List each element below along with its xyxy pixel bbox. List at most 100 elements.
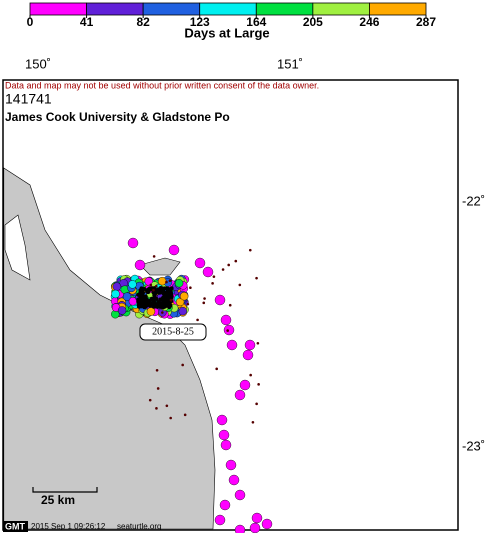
- track-points: [110, 237, 273, 536]
- track-point: [165, 280, 168, 284]
- track-point: [183, 413, 187, 417]
- track-point: [202, 266, 214, 278]
- track-point: [242, 349, 254, 361]
- track-point: [249, 522, 261, 534]
- track-point: [257, 383, 260, 386]
- track-point: [122, 292, 132, 301]
- track-point: [214, 294, 226, 306]
- lat-label: -22˚: [462, 193, 485, 208]
- timestamp: 2015 Sep 1 09:26:12: [31, 522, 106, 531]
- island: [139, 257, 181, 276]
- track-point: [220, 439, 232, 451]
- track-point: [151, 298, 156, 303]
- track-point: [144, 288, 149, 293]
- track-point: [234, 259, 238, 263]
- track-point: [196, 318, 199, 322]
- track-point: [166, 290, 171, 295]
- track-point: [154, 304, 159, 309]
- track-point: [203, 297, 206, 300]
- colorbar-segment: [199, 2, 257, 16]
- track-point: [169, 298, 173, 302]
- track-point: [212, 275, 216, 278]
- track-point: [136, 302, 141, 307]
- colorbar-segment: [86, 2, 144, 16]
- track-point: [211, 282, 214, 285]
- track-point: [234, 524, 246, 536]
- gmt-logo: [3, 521, 28, 532]
- track-point: [181, 363, 184, 367]
- track-point: [144, 297, 149, 302]
- track-point: [136, 292, 141, 297]
- track-point: [139, 292, 144, 297]
- track-point: [174, 279, 184, 288]
- track-point: [228, 303, 232, 307]
- track-point: [155, 407, 158, 410]
- track-point: [189, 286, 192, 289]
- track-point: [111, 289, 120, 299]
- site: seaturtle.org: [117, 522, 161, 531]
- track-point: [249, 373, 252, 377]
- track-point: [219, 499, 231, 511]
- track-point: [255, 276, 258, 280]
- track-point: [156, 288, 161, 293]
- track-point: [244, 339, 256, 351]
- track-point: [128, 280, 137, 289]
- track-point: [251, 420, 255, 424]
- track-point: [256, 341, 260, 345]
- track-point: [152, 255, 156, 258]
- track-point: [234, 489, 246, 501]
- colorbar-tick-label: 41: [80, 15, 94, 29]
- colorbar-tick-label: 123: [190, 15, 210, 29]
- track-point: [134, 259, 146, 271]
- lon-label: 150˚: [25, 56, 51, 71]
- colorbar-tick-label: 0: [27, 15, 34, 29]
- track-point: [218, 429, 230, 441]
- track-point: [179, 292, 189, 301]
- track-point: [216, 414, 228, 426]
- date-label: 2015-8-25: [152, 326, 194, 337]
- tag-id: 141741: [5, 91, 52, 107]
- track-point: [194, 257, 206, 269]
- date-box: [139, 323, 207, 341]
- track-point: [228, 474, 240, 486]
- track-point: [148, 398, 152, 402]
- track-point: [138, 298, 143, 303]
- track-point: [225, 459, 237, 471]
- track-point: [186, 302, 190, 306]
- owner: James Cook University & Gladstone Po: [5, 110, 230, 124]
- track-point: [146, 307, 156, 316]
- track-point: [220, 314, 232, 326]
- track-point: [251, 512, 263, 524]
- track-point: [223, 324, 235, 336]
- track-point: [156, 387, 160, 390]
- notice: Data and map may not be used without pri…: [5, 80, 319, 90]
- colorbar-segment: [255, 2, 314, 16]
- colorbar-segment: [29, 2, 87, 16]
- colorbar: 0 41 82 123 164 205 246 287: [27, 2, 436, 29]
- track-point: [169, 416, 172, 420]
- track-point: [165, 404, 169, 408]
- track-point: [160, 286, 165, 291]
- colorbar-segment: [369, 2, 427, 16]
- track-point: [238, 283, 242, 287]
- track-point: [239, 379, 251, 391]
- track-point: [226, 329, 229, 332]
- track-point: [165, 294, 170, 299]
- track-point: [152, 288, 155, 292]
- track-point: [261, 518, 273, 530]
- track-point: [152, 293, 157, 298]
- track-point: [127, 237, 139, 249]
- colorbar-tick-label: 205: [303, 15, 323, 29]
- track-point: [167, 305, 172, 310]
- track-point: [248, 248, 252, 252]
- track-point: [178, 306, 187, 316]
- track-point: [234, 389, 246, 401]
- gmt-text: GMT: [5, 521, 25, 531]
- track-point: [149, 283, 153, 287]
- colorbar-tick-label: 246: [359, 15, 379, 29]
- scale-label: 25 km: [41, 493, 75, 507]
- lon-label: 151˚: [277, 56, 303, 71]
- track-point: [163, 296, 168, 301]
- colorbar-segment: [142, 2, 201, 16]
